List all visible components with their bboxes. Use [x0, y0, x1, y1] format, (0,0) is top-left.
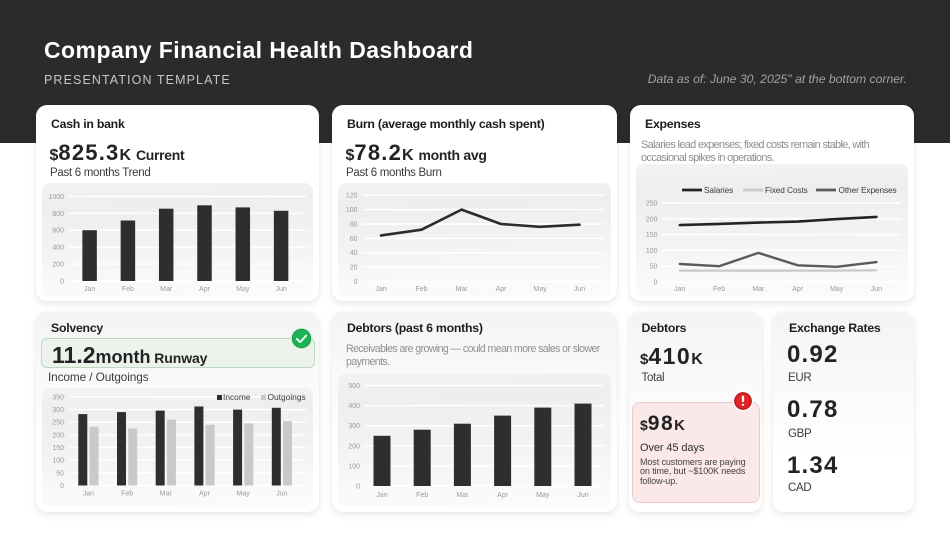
svg-text:Jan: Jan: [83, 491, 94, 498]
svg-text:Salaries: Salaries: [704, 185, 733, 195]
svg-text:Feb: Feb: [122, 286, 134, 293]
svg-text:Jan: Jan: [375, 286, 386, 293]
svg-text:May: May: [533, 286, 547, 293]
svg-text:Apr: Apr: [792, 286, 804, 293]
svg-text:Feb: Feb: [416, 492, 428, 499]
svg-text:250: 250: [52, 420, 64, 427]
svg-text:200: 200: [348, 443, 360, 450]
svg-text:May: May: [830, 286, 844, 293]
svg-text:100: 100: [646, 248, 658, 255]
svg-text:Feb: Feb: [415, 286, 427, 293]
svg-text:Mar: Mar: [160, 491, 173, 498]
svg-text:Income: Income: [223, 392, 251, 402]
svg-text:400: 400: [52, 245, 64, 252]
svg-text:Jan: Jan: [84, 286, 95, 293]
svg-text:Other Expenses: Other Expenses: [839, 185, 897, 195]
svg-text:100: 100: [346, 207, 358, 214]
svg-text:Jun: Jun: [276, 491, 287, 498]
svg-text:300: 300: [52, 407, 64, 414]
svg-text:50: 50: [650, 264, 658, 271]
svg-text:Feb: Feb: [121, 491, 133, 498]
svg-text:Fixed Costs: Fixed Costs: [765, 185, 808, 195]
svg-text:350: 350: [52, 394, 64, 401]
svg-text:0: 0: [654, 280, 658, 287]
svg-text:50: 50: [56, 470, 64, 477]
svg-text:Jan: Jan: [674, 286, 685, 293]
svg-text:Apr: Apr: [199, 491, 211, 498]
svg-text:150: 150: [646, 232, 658, 239]
svg-text:Jun: Jun: [275, 286, 286, 293]
svg-text:Mar: Mar: [160, 286, 173, 293]
svg-text:0: 0: [356, 484, 360, 491]
svg-text:120: 120: [346, 193, 358, 200]
svg-text:Jan: Jan: [376, 492, 387, 499]
svg-text:200: 200: [52, 262, 64, 269]
svg-text:0: 0: [60, 279, 64, 286]
svg-text:Jun: Jun: [577, 492, 588, 499]
svg-text:Feb: Feb: [713, 286, 725, 293]
svg-text:May: May: [237, 491, 251, 498]
svg-text:May: May: [236, 286, 250, 293]
svg-text:200: 200: [646, 216, 658, 223]
svg-text:250: 250: [646, 201, 658, 208]
svg-text:300: 300: [348, 423, 360, 430]
svg-text:May: May: [536, 492, 550, 499]
svg-text:200: 200: [52, 432, 64, 439]
svg-text:100: 100: [52, 458, 64, 465]
svg-text:600: 600: [52, 228, 64, 235]
svg-text:Apr: Apr: [497, 492, 509, 499]
svg-text:0: 0: [60, 483, 64, 490]
svg-text:400: 400: [348, 403, 360, 410]
svg-text:Jun: Jun: [574, 286, 585, 293]
svg-text:0: 0: [354, 279, 358, 286]
svg-text:Jun: Jun: [871, 286, 882, 293]
svg-text:1000: 1000: [48, 194, 64, 201]
svg-text:Mar: Mar: [752, 286, 765, 293]
svg-text:80: 80: [350, 222, 358, 229]
svg-text:Mar: Mar: [456, 492, 469, 499]
svg-text:Apr: Apr: [199, 286, 211, 293]
svg-text:100: 100: [348, 463, 360, 470]
svg-text:800: 800: [52, 211, 64, 218]
svg-text:60: 60: [350, 236, 358, 243]
svg-text:150: 150: [52, 445, 64, 452]
svg-text:Apr: Apr: [496, 286, 508, 293]
svg-text:Outgoings: Outgoings: [268, 392, 306, 402]
svg-text:500: 500: [348, 383, 360, 390]
svg-text:20: 20: [350, 265, 358, 272]
svg-text:40: 40: [350, 250, 358, 257]
svg-text:Mar: Mar: [456, 286, 469, 293]
